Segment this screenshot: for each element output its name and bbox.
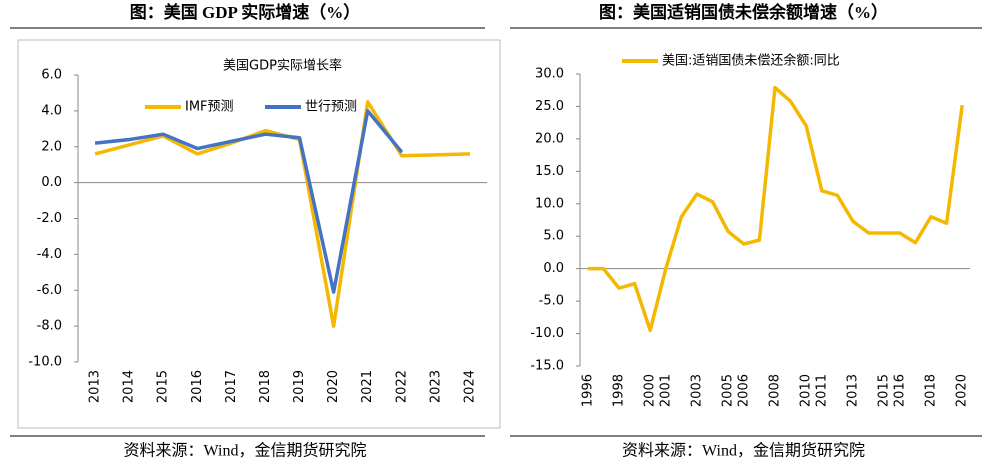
- y-tick-label: -5.0: [539, 294, 564, 309]
- x-tick-label: 2006: [736, 374, 751, 407]
- x-tick-label: 2024: [462, 370, 477, 403]
- source: 资料来源：Wind，金信期货研究院: [622, 442, 865, 460]
- x-tick-label: 2019: [292, 370, 307, 403]
- x-tick-label: 2023: [428, 370, 443, 403]
- series-line: [587, 85, 964, 333]
- y-tick-label: 15.0: [535, 164, 564, 179]
- y-tick-label: 5.0: [543, 229, 564, 244]
- y-tick-label: 0.0: [543, 261, 564, 276]
- x-tick-label: 2021: [360, 370, 375, 403]
- caption: 图：美国 GDP 实际增速（%）: [130, 2, 360, 22]
- source: 资料来源：Wind，金信期货研究院: [124, 442, 367, 460]
- x-tick-label: 2022: [394, 370, 409, 403]
- y-tick-label: 30.0: [535, 67, 564, 82]
- x-tick-label: 2005: [721, 374, 736, 407]
- x-tick-label: 2015: [156, 370, 171, 403]
- x-tick-label: 2018: [258, 370, 273, 403]
- x-tick-label: 2020: [326, 370, 341, 403]
- legend-label: 世行预测: [305, 100, 357, 115]
- y-tick-label: -6.0: [37, 283, 62, 298]
- legend-label: 美国:适销国债未偿还余额:同比: [662, 53, 840, 69]
- caption: 图：美国适销国债未偿余额增速（%）: [599, 2, 888, 22]
- x-tick-label: 2011: [814, 374, 829, 407]
- x-tick-label: 2017: [224, 370, 239, 403]
- chart-title: 美国GDP实际增长率: [223, 58, 342, 74]
- x-tick-label: 2003: [690, 374, 705, 407]
- y-tick-label: -4.0: [37, 247, 62, 262]
- x-tick-label: 2018: [924, 374, 939, 407]
- x-tick-label: 2016: [190, 370, 205, 403]
- x-tick-label: 2008: [768, 374, 783, 407]
- x-tick-label: 1996: [580, 374, 595, 407]
- y-tick-label: 0.0: [41, 175, 62, 190]
- y-tick-label: 4.0: [41, 103, 62, 118]
- legend-label: IMF预测: [185, 100, 234, 115]
- y-tick-label: 6.0: [41, 68, 62, 83]
- x-tick-label: 2013: [846, 374, 861, 407]
- x-tick-label: 2015: [877, 374, 892, 407]
- series-line: [94, 109, 404, 294]
- x-tick-label: 2001: [658, 374, 673, 407]
- x-tick-label: 2010: [799, 374, 814, 407]
- x-tick-label: 2013: [88, 370, 103, 403]
- y-tick-label: 25.0: [535, 99, 564, 114]
- x-tick-label: 2020: [955, 374, 970, 407]
- x-tick-label: 2016: [892, 374, 907, 407]
- y-tick-label: -15.0: [530, 359, 564, 374]
- x-tick-label: 2000: [643, 374, 658, 407]
- y-tick-label: -10.0: [28, 355, 62, 370]
- y-tick-label: 10.0: [535, 196, 564, 211]
- x-tick-label: 2014: [122, 370, 137, 403]
- y-tick-label: 2.0: [41, 139, 62, 154]
- y-tick-label: 20.0: [535, 131, 564, 146]
- x-tick-label: 1998: [612, 374, 627, 407]
- y-tick-label: -2.0: [37, 211, 62, 226]
- y-tick-label: -8.0: [37, 319, 62, 334]
- plot-border: [17, 39, 501, 429]
- y-tick-label: -10.0: [530, 326, 564, 341]
